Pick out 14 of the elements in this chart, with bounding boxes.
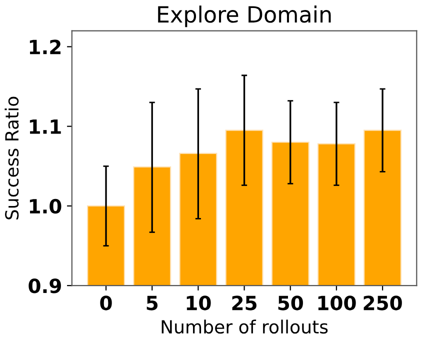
y-tick-label: 1.2 — [30, 40, 60, 54]
x-axis-title: Number of rollouts — [162, 320, 328, 334]
x-tick-label: 0 — [100, 296, 112, 310]
x-tick-label: 25 — [232, 296, 256, 310]
x-tick-label: 250 — [364, 296, 402, 310]
x-tick-label: 5 — [146, 296, 158, 310]
x-tick-label: 50 — [278, 296, 303, 310]
x-tick-label: 100 — [318, 296, 356, 310]
y-axis-title: Success Ratio — [4, 96, 19, 220]
y-tick-label: 1.1 — [30, 120, 61, 134]
chart-title: Explore Domain — [158, 6, 331, 28]
x-tick-label: 10 — [186, 296, 211, 310]
y-tick-label: 0.9 — [28, 278, 61, 294]
y-tick-label: 1.0 — [30, 198, 62, 214]
